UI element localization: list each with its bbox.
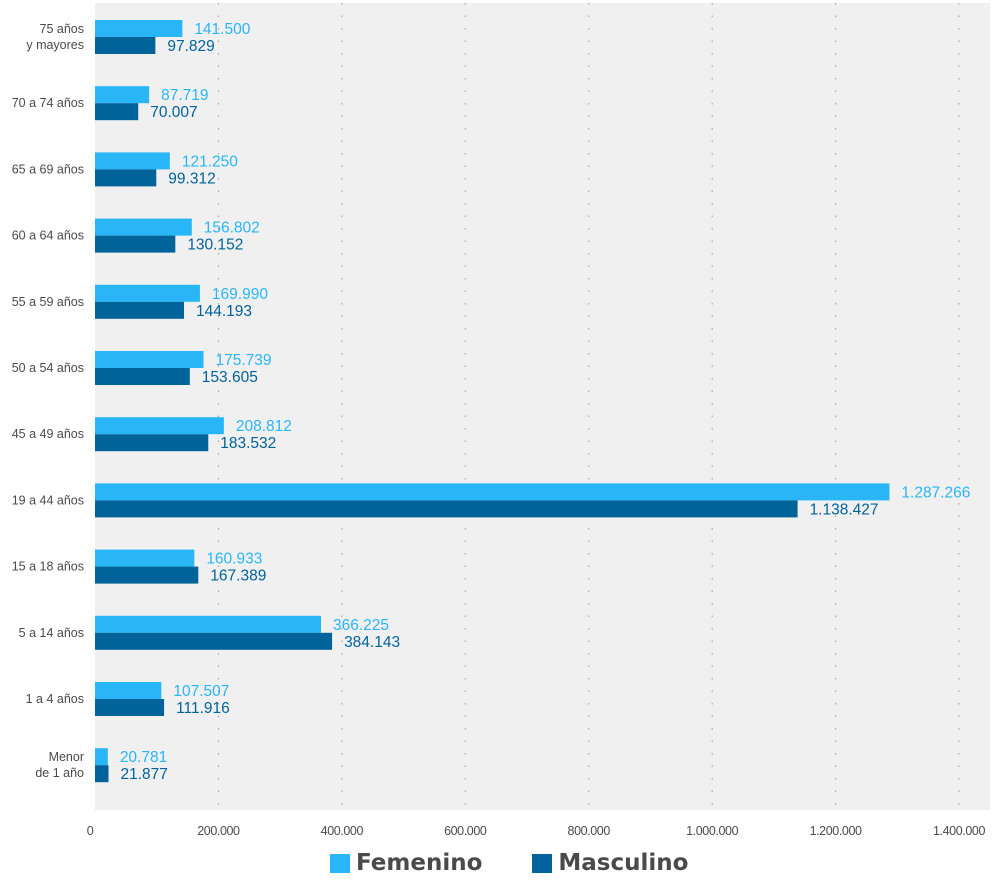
legend-label-femenino: Femenino <box>356 850 483 876</box>
bar-femenino[interactable] <box>95 86 150 104</box>
category-label: 5 a 14 años <box>19 626 84 640</box>
value-label-masculino: 384.143 <box>344 634 400 651</box>
x-tick-label: 800.000 <box>568 824 611 838</box>
category-label: Menor <box>49 750 84 764</box>
bar-masculino[interactable] <box>95 368 190 385</box>
category-label: 70 a 74 años <box>12 96 84 110</box>
value-label-masculino: 130.152 <box>187 237 243 254</box>
category-label: 60 a 64 años <box>12 229 84 243</box>
value-label-femenino: 169.990 <box>212 286 268 303</box>
value-label-femenino: 107.507 <box>173 683 229 700</box>
bar-femenino[interactable] <box>95 152 170 170</box>
bar-masculino[interactable] <box>95 301 184 319</box>
category-label: 45 a 49 años <box>12 427 84 441</box>
value-label-femenino: 121.250 <box>182 153 238 170</box>
value-label-femenino: 87.719 <box>161 87 208 104</box>
bar-masculino[interactable] <box>95 103 139 121</box>
category-label: 75 años <box>40 22 84 36</box>
bar-femenino[interactable] <box>95 615 322 633</box>
legend-item-masculino[interactable]: Masculino <box>532 850 688 876</box>
bar-masculino[interactable] <box>95 699 165 716</box>
value-label-masculino: 111.916 <box>176 700 230 717</box>
value-label-femenino: 160.933 <box>206 551 262 568</box>
x-axis-ticks: 0 200.000 400.000 600.000 800.000 1.000.000 1.… <box>87 824 986 838</box>
category-label: y mayores <box>26 38 84 52</box>
value-label-masculino: 70.007 <box>150 104 197 121</box>
legend-item-femenino[interactable]: Femenino <box>330 850 482 876</box>
legend-label-masculino: Masculino <box>558 850 689 876</box>
bar-masculino[interactable] <box>95 434 209 452</box>
bar-femenino[interactable] <box>95 748 108 766</box>
legend-swatch-masculino <box>532 853 553 873</box>
legend-swatch-femenino <box>330 853 350 873</box>
bar-femenino[interactable] <box>95 483 890 501</box>
legend: Femenino Masculino <box>330 850 688 876</box>
bar-femenino[interactable] <box>95 351 204 368</box>
bar-masculino[interactable] <box>95 765 109 783</box>
x-tick-label: 400.000 <box>321 824 364 838</box>
bar-masculino[interactable] <box>95 169 157 187</box>
bar-femenino[interactable] <box>95 20 183 37</box>
bar-masculino[interactable] <box>95 632 333 650</box>
bar-femenino[interactable] <box>95 417 224 435</box>
bar-femenino[interactable] <box>95 682 162 699</box>
value-label-masculino: 21.877 <box>121 766 168 783</box>
x-tick-label: 200.000 <box>197 824 240 838</box>
category-label: de 1 año <box>35 766 84 780</box>
value-label-masculino: 144.193 <box>196 303 252 320</box>
value-label-femenino: 175.739 <box>215 352 271 369</box>
x-tick-label: 600.000 <box>444 824 487 838</box>
value-label-masculino: 167.389 <box>210 568 266 585</box>
category-label: 1 a 4 años <box>26 692 84 706</box>
bar-femenino[interactable] <box>95 549 195 567</box>
plot-background <box>95 3 990 810</box>
category-labels: 75 años y mayores 70 a 74 años 65 a 69 años… <box>12 22 84 780</box>
bar-femenino[interactable] <box>95 218 192 236</box>
value-label-femenino: 366.225 <box>333 617 389 634</box>
bar-masculino[interactable] <box>95 500 798 518</box>
value-label-masculino: 99.312 <box>168 170 215 187</box>
value-label-masculino: 97.829 <box>167 38 214 55</box>
x-tick-label: 1.000.000 <box>686 824 738 838</box>
category-label: 65 a 69 años <box>12 162 84 176</box>
value-label-femenino: 156.802 <box>204 220 260 237</box>
bar-masculino[interactable] <box>95 566 199 584</box>
value-label-femenino: 208.812 <box>236 418 292 435</box>
value-label-femenino: 20.781 <box>120 749 167 766</box>
value-label-femenino: 1.287.266 <box>901 484 970 501</box>
bars <box>95 20 890 783</box>
value-label-masculino: 1.138.427 <box>810 501 879 518</box>
category-label: 55 a 59 años <box>12 295 84 309</box>
category-label: 15 a 18 años <box>12 560 84 574</box>
value-label-masculino: 183.532 <box>220 435 276 452</box>
bar-femenino[interactable] <box>95 284 200 302</box>
value-label-masculino: 153.605 <box>202 369 258 386</box>
value-label-femenino: 141.500 <box>194 21 250 38</box>
x-tick-label: 0 <box>87 824 94 838</box>
bar-masculino[interactable] <box>95 37 156 54</box>
x-tick-label: 1.200.000 <box>810 824 862 838</box>
bar-masculino[interactable] <box>95 235 176 253</box>
category-label: 50 a 54 años <box>12 361 84 375</box>
x-tick-label: 1.400.000 <box>933 824 985 838</box>
category-label: 19 a 44 años <box>12 493 84 507</box>
